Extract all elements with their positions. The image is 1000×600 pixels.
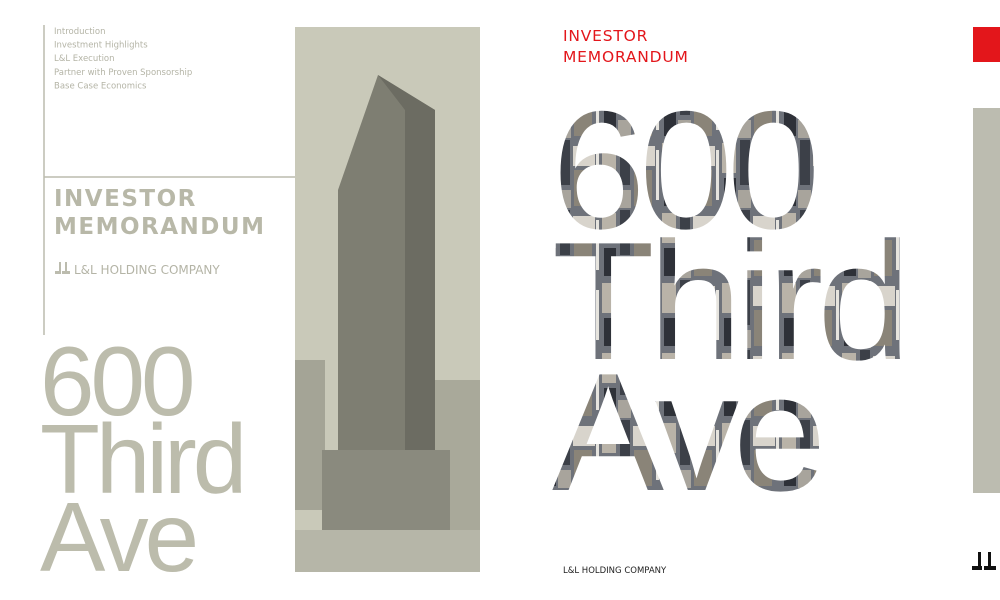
headline: Ave bbox=[552, 338, 820, 526]
headline: Third bbox=[40, 404, 243, 514]
headline: Ave bbox=[40, 482, 196, 592]
title: MEMORANDUM bbox=[54, 214, 265, 240]
title: INVESTOR bbox=[563, 27, 648, 45]
gray-bar bbox=[973, 108, 1000, 493]
nav-item: Introduction bbox=[54, 27, 105, 37]
nav-item: Investment Highlights bbox=[54, 41, 148, 51]
title: MEMORANDUM bbox=[563, 48, 689, 66]
building-photo bbox=[295, 27, 480, 572]
headline: 600 bbox=[552, 76, 814, 264]
logo bbox=[972, 552, 996, 570]
logo bbox=[55, 262, 70, 274]
company: L&L HOLDING COMPANY bbox=[563, 566, 667, 576]
headline: 600 bbox=[40, 326, 192, 436]
company: L&L HOLDING COMPANY bbox=[74, 263, 220, 277]
headline: Third bbox=[552, 207, 905, 395]
nav-item: Base Case Economics bbox=[54, 81, 147, 91]
nav-item: Partner with Proven Sponsorship bbox=[54, 68, 192, 78]
title: INVESTOR bbox=[54, 186, 197, 212]
red-block bbox=[973, 27, 1000, 62]
nav-item: L&L Execution bbox=[54, 54, 115, 64]
